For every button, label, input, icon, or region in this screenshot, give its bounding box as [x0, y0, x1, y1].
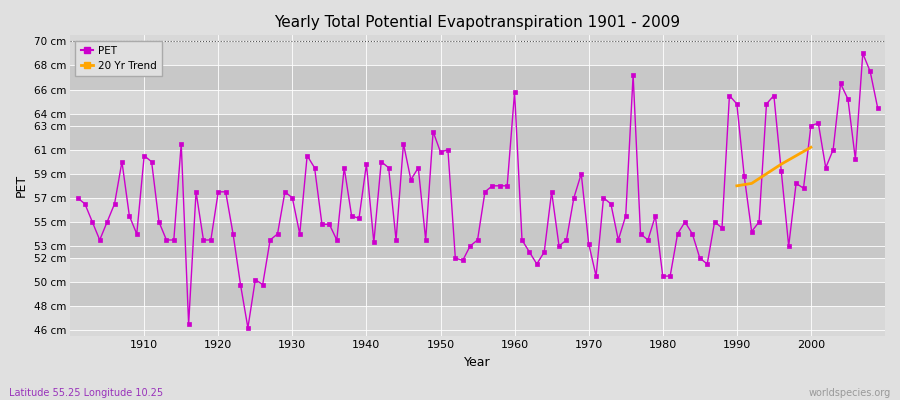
- Y-axis label: PET: PET: [15, 174, 28, 197]
- Text: Latitude 55.25 Longitude 10.25: Latitude 55.25 Longitude 10.25: [9, 388, 163, 398]
- Bar: [70, 258, 885, 282]
- Bar: [70, 306, 885, 330]
- Bar: [70, 66, 885, 90]
- Bar: [70, 126, 885, 150]
- Bar: [70, 150, 885, 174]
- Bar: [70, 198, 885, 222]
- Bar: [70, 41, 885, 66]
- Title: Yearly Total Potential Evapotranspiration 1901 - 2009: Yearly Total Potential Evapotranspiratio…: [274, 15, 680, 30]
- Legend: PET, 20 Yr Trend: PET, 20 Yr Trend: [76, 40, 162, 76]
- Bar: [70, 246, 885, 258]
- Text: worldspecies.org: worldspecies.org: [809, 388, 891, 398]
- X-axis label: Year: Year: [464, 356, 491, 369]
- Bar: [70, 90, 885, 114]
- Bar: [70, 282, 885, 306]
- Bar: [70, 174, 885, 198]
- Bar: [70, 114, 885, 126]
- Bar: [70, 222, 885, 246]
